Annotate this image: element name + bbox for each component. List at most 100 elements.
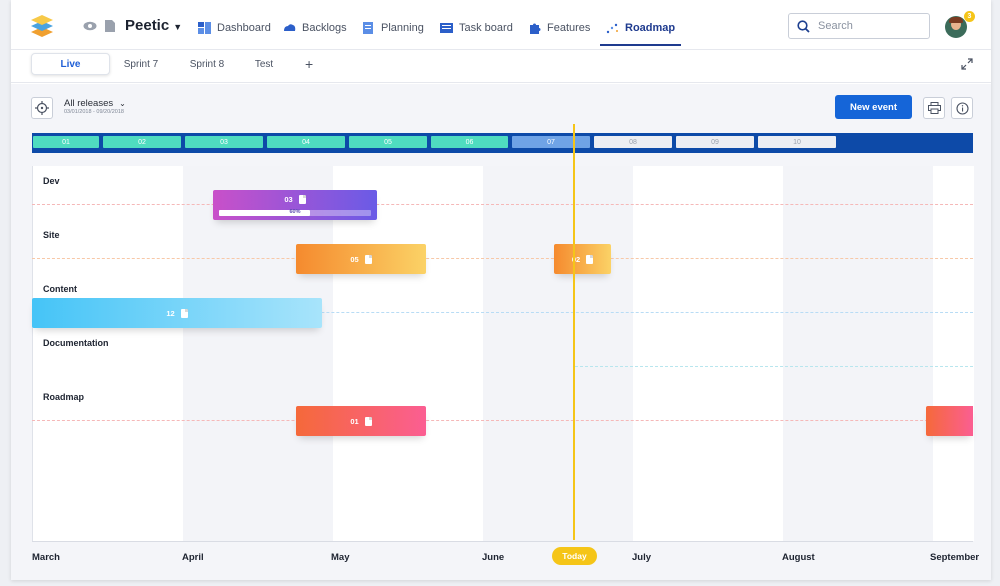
sprint-strip: 01 02 03 04 05 06 07 08 09 10 [32,133,973,153]
nav-roadmap[interactable]: Roadmap [599,20,682,46]
crosshair-icon [35,101,49,115]
info-button[interactable] [951,97,973,119]
search-input[interactable]: Search [788,13,930,39]
row-label-site: Site [43,230,60,240]
month-label-may: May [331,552,350,563]
event-label: 02 [571,254,581,264]
row-guide-content [32,312,973,313]
notification-badge[interactable]: 3 [964,11,975,22]
tab-sprint-8[interactable]: Sprint 8 [189,58,225,70]
nav-dashboard[interactable]: Dashboard [198,20,271,36]
sprint-04[interactable]: 04 [267,136,345,148]
event-roadmap-01[interactable]: 01 [296,406,426,436]
roadmap-icon [606,23,618,34]
release-tabs-bar: Live Sprint 7 Sprint 8 Test + [11,50,991,83]
event-label: 03 [284,195,293,204]
row-guide-documentation [575,366,973,367]
nav-planning[interactable]: Planning [362,20,424,36]
features-icon [530,23,541,34]
backlogs-icon [284,24,296,31]
month-label-april: April [182,552,204,563]
sprint-07[interactable]: 07 [512,136,590,148]
avatar-face [951,19,961,30]
file-icon [586,254,594,264]
month-label-august: August [782,552,815,563]
event-site-05[interactable]: 05 [296,244,426,274]
sprint-02[interactable]: 02 [103,136,181,148]
today-marker[interactable]: Today [552,547,597,565]
tab-sprint-7[interactable]: Sprint 7 [123,58,159,70]
release-title: All releases [64,98,114,109]
sprint-08[interactable]: 08 [594,136,672,148]
event-site-02[interactable]: 02 [554,244,611,274]
event-label: 12 [166,308,175,318]
event-label: 05 [350,254,359,264]
event-dev-03[interactable]: 03 60% [213,190,377,220]
nav-task-board-label: Task board [459,22,513,34]
tab-test[interactable]: Test [254,58,274,70]
sprint-09[interactable]: 09 [676,136,754,148]
avatar-hair [949,17,963,23]
search-placeholder: Search [818,20,853,32]
release-date-range: 03/01/2018 - 09/20/2018 [64,109,124,115]
sprint-05[interactable]: 05 [349,136,427,148]
sprint-03[interactable]: 03 [185,136,263,148]
row-guide-site [32,258,973,259]
sprint-01[interactable]: 01 [33,136,99,148]
info-icon [955,101,969,115]
release-selector[interactable]: All releases ⌄ [64,98,126,109]
add-tab-button[interactable]: + [305,56,314,72]
timeline-grid [32,166,974,541]
expand-icon[interactable] [961,58,973,70]
nav-features[interactable]: Features [528,20,590,36]
avatar[interactable] [945,16,967,38]
month-column-may [333,166,483,541]
month-label-july: July [632,552,652,563]
file-icon [298,195,306,204]
month-column-march [33,166,183,541]
new-event-button[interactable]: New event [835,95,912,119]
print-button[interactable] [923,97,945,119]
row-label-dev: Dev [43,176,60,186]
month-label-june: June [482,552,505,563]
roadmap-content: All releases ⌄ 03/01/2018 - 09/20/2018 N… [11,84,991,580]
event-roadmap-offscreen[interactable] [926,406,973,436]
dashboard-icon [198,22,211,34]
row-guide-roadmap [32,420,973,421]
nav-planning-label: Planning [381,22,424,34]
app-logo-icon[interactable] [30,13,54,37]
tab-live[interactable]: Live [31,53,110,75]
planning-icon [363,22,373,34]
file-icon [364,416,372,426]
document-icon[interactable] [105,20,115,32]
sprint-10[interactable]: 10 [758,136,836,148]
month-label-september: September [930,552,980,563]
locate-today-button[interactable] [31,97,53,119]
month-column-july [633,166,783,541]
nav-backlogs-label: Backlogs [302,22,347,34]
event-label: 01 [350,416,359,426]
row-label-roadmap: Roadmap [43,392,85,402]
month-label-march: March [32,552,60,563]
sprint-06[interactable]: 06 [431,136,508,148]
nav-roadmap-label: Roadmap [625,22,676,34]
row-guide-dev [32,204,973,205]
nav-features-label: Features [547,22,591,34]
task-board-icon [440,23,453,33]
chevron-down-icon: ▼ [173,21,183,32]
row-label-documentation: Documentation [43,338,109,348]
project-selector[interactable]: Peetic ▼ [125,17,182,34]
project-name: Peetic [125,17,170,34]
event-progress-fill [219,210,311,216]
today-line [573,124,575,540]
event-content-12[interactable]: 12 [32,298,322,328]
row-label-content: Content [43,284,77,294]
event-progress-bar: 60% [219,209,371,216]
top-navigation: Peetic ▼ Dashboard Backlogs Planning Tas… [11,0,991,50]
nav-task-board[interactable]: Task board [440,20,513,36]
file-icon [180,308,188,318]
file-icon [364,254,372,264]
nav-backlogs[interactable]: Backlogs [283,20,347,36]
eye-icon[interactable] [83,21,97,31]
month-column-september [933,166,974,541]
